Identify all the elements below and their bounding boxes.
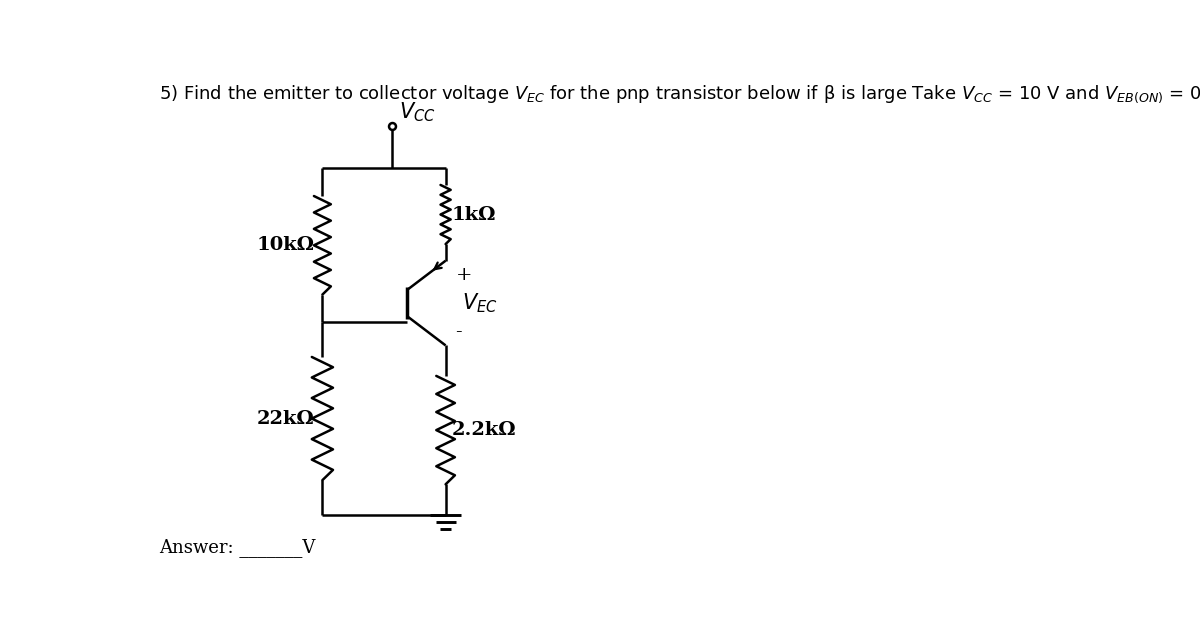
Text: $V_{CC}$: $V_{CC}$ <box>400 100 436 124</box>
Text: $V_{EC}$: $V_{EC}$ <box>462 291 498 315</box>
Text: Answer: _______V: Answer: _______V <box>160 537 316 557</box>
Text: 1kΩ: 1kΩ <box>451 206 497 224</box>
Text: 5) Find the emitter to collector voltage $V_{EC}$ for the pnp transistor below i: 5) Find the emitter to collector voltage… <box>160 84 1200 105</box>
Text: 2.2kΩ: 2.2kΩ <box>451 421 516 439</box>
Text: -: - <box>456 323 462 341</box>
Text: 22kΩ: 22kΩ <box>257 410 314 427</box>
Text: +: + <box>456 266 472 284</box>
Text: 10kΩ: 10kΩ <box>257 236 314 254</box>
